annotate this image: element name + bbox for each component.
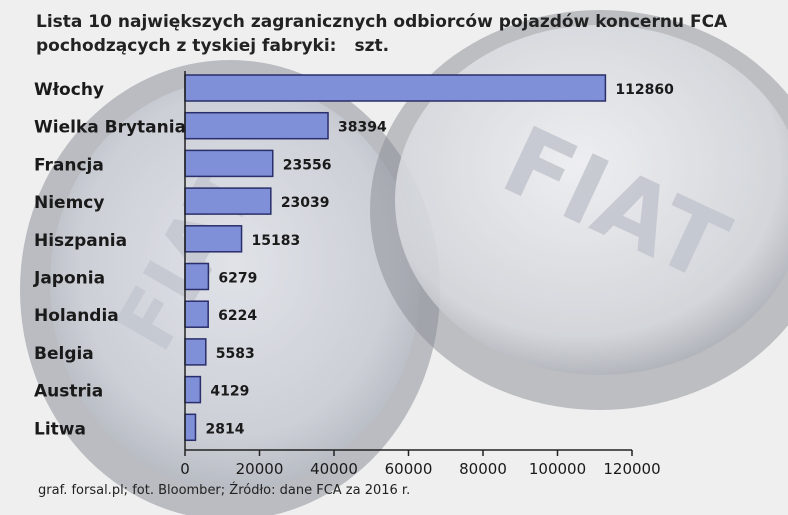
x-tick-label: 120000 <box>603 460 660 478</box>
category-label: Belgia <box>34 344 94 364</box>
category-label: Litwa <box>34 419 86 439</box>
unit-label: szt. <box>354 36 390 56</box>
value-label: 4129 <box>210 384 249 400</box>
bar <box>184 225 243 253</box>
category-label: Hiszpania <box>34 231 127 251</box>
value-label: 23556 <box>283 157 332 173</box>
bar <box>184 338 207 366</box>
value-label: 15183 <box>252 233 301 249</box>
x-tick-label: 40000 <box>310 460 358 478</box>
value-label: 38394 <box>338 120 387 136</box>
x-tick-label: 100000 <box>529 460 586 478</box>
value-label: 6224 <box>218 308 257 324</box>
category-label: Francja <box>34 155 104 175</box>
chart-title: Lista 10 największych zagranicznych odbi… <box>36 10 736 58</box>
bar <box>184 149 274 178</box>
bar <box>184 300 209 328</box>
bar <box>184 375 202 404</box>
value-label: 112860 <box>615 82 674 98</box>
bar <box>184 413 197 442</box>
category-label: Niemcy <box>34 193 104 213</box>
category-label: Wielka Brytania <box>34 118 186 138</box>
fiat-badge-right: FIAT <box>370 10 788 410</box>
category-label: Holandia <box>34 306 119 326</box>
x-tick-label: 20000 <box>236 460 284 478</box>
bar <box>184 262 210 291</box>
fiat-badge-left: FIAT <box>20 60 440 515</box>
x-tick-label: 80000 <box>459 460 507 478</box>
category-label: Japonia <box>33 269 105 289</box>
source-note: graf. forsal.pl; fot. Bloomber; Źródło: … <box>38 483 411 498</box>
x-tick-label: 0 <box>180 460 190 478</box>
category-label: Włochy <box>34 80 104 100</box>
bar <box>184 111 329 140</box>
value-label: 23039 <box>281 195 330 211</box>
category-label: Austria <box>34 382 103 402</box>
value-label: 2814 <box>205 421 244 437</box>
value-label: 5583 <box>216 346 255 362</box>
title-line-2-text: pochodzących z tyskiej fabryki: <box>36 36 337 56</box>
bar <box>184 74 607 102</box>
title-line-1: Lista 10 największych zagranicznych odbi… <box>36 12 728 32</box>
value-label: 6279 <box>218 271 257 287</box>
title-line-2: pochodzących z tyskiej fabryki: szt. <box>36 34 736 58</box>
x-tick-label: 60000 <box>385 460 433 478</box>
bar <box>184 187 272 215</box>
